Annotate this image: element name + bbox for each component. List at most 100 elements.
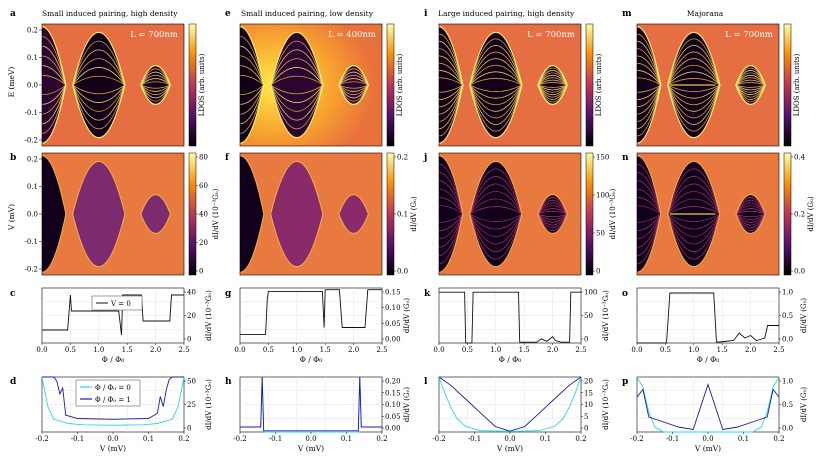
cond-band-line <box>469 191 523 237</box>
x-tick-label: 0.1 <box>143 435 154 443</box>
line-plot-k: 100 50 0 dI/dV (10⁻³G₀) 0.0 0.5 1.0 1.5 2.0 2.5 Φ … <box>433 287 610 364</box>
colorbar-gradient <box>188 152 197 276</box>
col1-title: Small induced pairing, high density <box>42 9 178 18</box>
x-tick-label: 1.0 <box>291 346 302 354</box>
col2-title: Small induced pairing, low density <box>241 9 374 18</box>
line-plot-l: 20 15 10 5 0 dI/dV (10⁻³G₀) -0.2 -0.1 0.0 0.1 0.2 V… <box>432 376 610 453</box>
colorbar-label: LDOS (arb. units) <box>198 53 206 116</box>
y-tick-label: 1.0 <box>782 378 793 386</box>
colorbar-tick-label: 0.4 <box>794 154 806 162</box>
y-tick-label: 50 <box>584 312 593 320</box>
inset-length-label: L = 700nm <box>725 30 773 40</box>
series-line-0 <box>439 291 581 344</box>
ldos-band-line <box>667 45 721 125</box>
ldos-lobe <box>42 26 66 144</box>
cond-lobe-edge <box>338 194 369 234</box>
colorbar-e: LDOS (arb. units) <box>386 23 404 147</box>
panel-label-a: a <box>10 9 16 19</box>
y-tick-label: -0.2 <box>25 137 39 145</box>
series-line-1 <box>438 376 582 432</box>
cond-band-line <box>735 208 766 220</box>
cond-band-line <box>637 197 662 231</box>
ldos-band-line <box>469 51 523 119</box>
legend-zero-bias: V = 0 <box>91 295 143 311</box>
colorbar-gradient <box>783 152 792 276</box>
y-tick-label: 0.10 <box>385 401 401 409</box>
cond-band-line <box>469 183 523 245</box>
x-tick-label: 0.0 <box>36 346 47 354</box>
x-tick-label: 2.5 <box>376 346 387 354</box>
heatmap-frame <box>636 152 780 276</box>
ldos-band-line <box>637 62 662 108</box>
x-axis-label: V (mV) <box>297 444 324 453</box>
ldos-band-line <box>469 38 523 132</box>
ldos-band-line <box>667 51 721 119</box>
legend-box <box>91 295 143 311</box>
ldos-band-line <box>439 70 464 100</box>
y-tick-label: 0.10 <box>385 304 401 312</box>
x-axis-label: Φ / Φ₀ <box>499 355 522 364</box>
panel-label-f: f <box>225 153 230 163</box>
cond-lobe <box>270 161 323 267</box>
ldos-band-line <box>338 78 369 92</box>
legend-flux: Φ / Φ₀ = 0 Φ / Φ₀ = 1 <box>75 379 141 407</box>
energy-axis-ticks: 0.2 0.1 0.0 -0.1 -0.2 <box>25 27 42 145</box>
heatmap-a: L = 700nm <box>41 23 185 147</box>
legend-box <box>75 379 141 407</box>
cond-band-line <box>537 205 568 223</box>
y-axis-label: dI/dV (10⁻³G₀) <box>205 379 213 430</box>
ldos-band-line <box>439 55 464 115</box>
cond-band-line <box>735 199 766 229</box>
y-tick-label: 0.1 <box>27 54 38 62</box>
ldos-lobe-edge <box>439 26 464 144</box>
cond-band-line <box>667 183 721 245</box>
x-tick-label: 1.0 <box>688 346 699 354</box>
heatmap-a-body <box>42 24 184 146</box>
y-tick-label: 0.2 <box>27 27 38 35</box>
cond-band-line <box>469 206 523 222</box>
ldos-band-line <box>637 55 662 115</box>
ldos-band-line <box>439 40 464 130</box>
ldos-band-line <box>270 67 324 103</box>
x-tick-label: 2.5 <box>575 346 586 354</box>
cond-band-line <box>439 164 464 264</box>
ldos-band-line <box>537 72 568 98</box>
heatmap-j-body <box>439 153 581 275</box>
cond-band-line <box>667 206 721 222</box>
colorbar-a: LDOS (arb. units) <box>188 23 206 147</box>
heatmap-frame <box>636 23 780 147</box>
y-tick-label: 0.0 <box>782 336 793 344</box>
x-tick-label: -0.1 <box>666 435 680 443</box>
y-tick-label: 0.20 <box>385 378 401 386</box>
colorbar-label: LDOS (arb. units) <box>595 53 603 116</box>
ldos-lobe <box>240 26 264 144</box>
ldos-band-line <box>439 48 464 122</box>
cond-band-line <box>439 180 464 248</box>
cond-lobe-edge <box>42 155 67 273</box>
series-line-0 <box>41 376 185 426</box>
cond-lobe <box>637 155 661 273</box>
ldos-band-line <box>537 77 568 93</box>
x-tick-label: 1.5 <box>122 346 133 354</box>
colorbar-m: LDOS (arb. units) <box>783 23 801 147</box>
colorbar-label: dI/dV (10⁻³G₀) <box>609 188 617 239</box>
ldos-band-line <box>72 40 126 130</box>
cond-lobe-edge <box>469 161 523 267</box>
ldos-band-line <box>270 58 324 112</box>
cond-lobe <box>240 155 264 273</box>
ldos-lobe-edge <box>270 32 324 138</box>
ldos-band-line <box>469 58 523 112</box>
x-axis-label: V (mV) <box>99 444 126 453</box>
colorbar-tick-label: 40 <box>199 211 208 219</box>
x-tick-label: 2.0 <box>348 346 359 354</box>
cond-band-line <box>667 198 721 230</box>
ldos-lobe-edge <box>240 26 265 144</box>
x-tick-label: 0.2 <box>575 435 586 443</box>
inset-length-label: L = 700nm <box>130 30 178 40</box>
heatmap-frame <box>239 152 383 276</box>
ldos-band-line <box>270 75 324 95</box>
ldos-band-line <box>537 79 568 91</box>
y-tick-label: 25 <box>187 401 196 409</box>
colorbar-label: dI/dV (10⁻³G₀) <box>212 188 220 239</box>
